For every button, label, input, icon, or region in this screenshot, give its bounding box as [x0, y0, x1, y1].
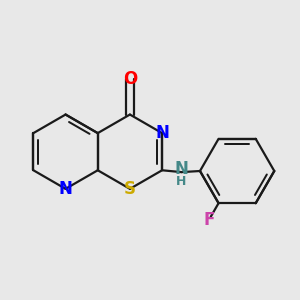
- Text: N: N: [155, 124, 169, 142]
- Text: N: N: [175, 160, 188, 178]
- Text: H: H: [176, 175, 187, 188]
- Text: O: O: [123, 70, 137, 88]
- Text: S: S: [124, 180, 136, 198]
- Text: N: N: [58, 180, 73, 198]
- Text: F: F: [203, 211, 215, 229]
